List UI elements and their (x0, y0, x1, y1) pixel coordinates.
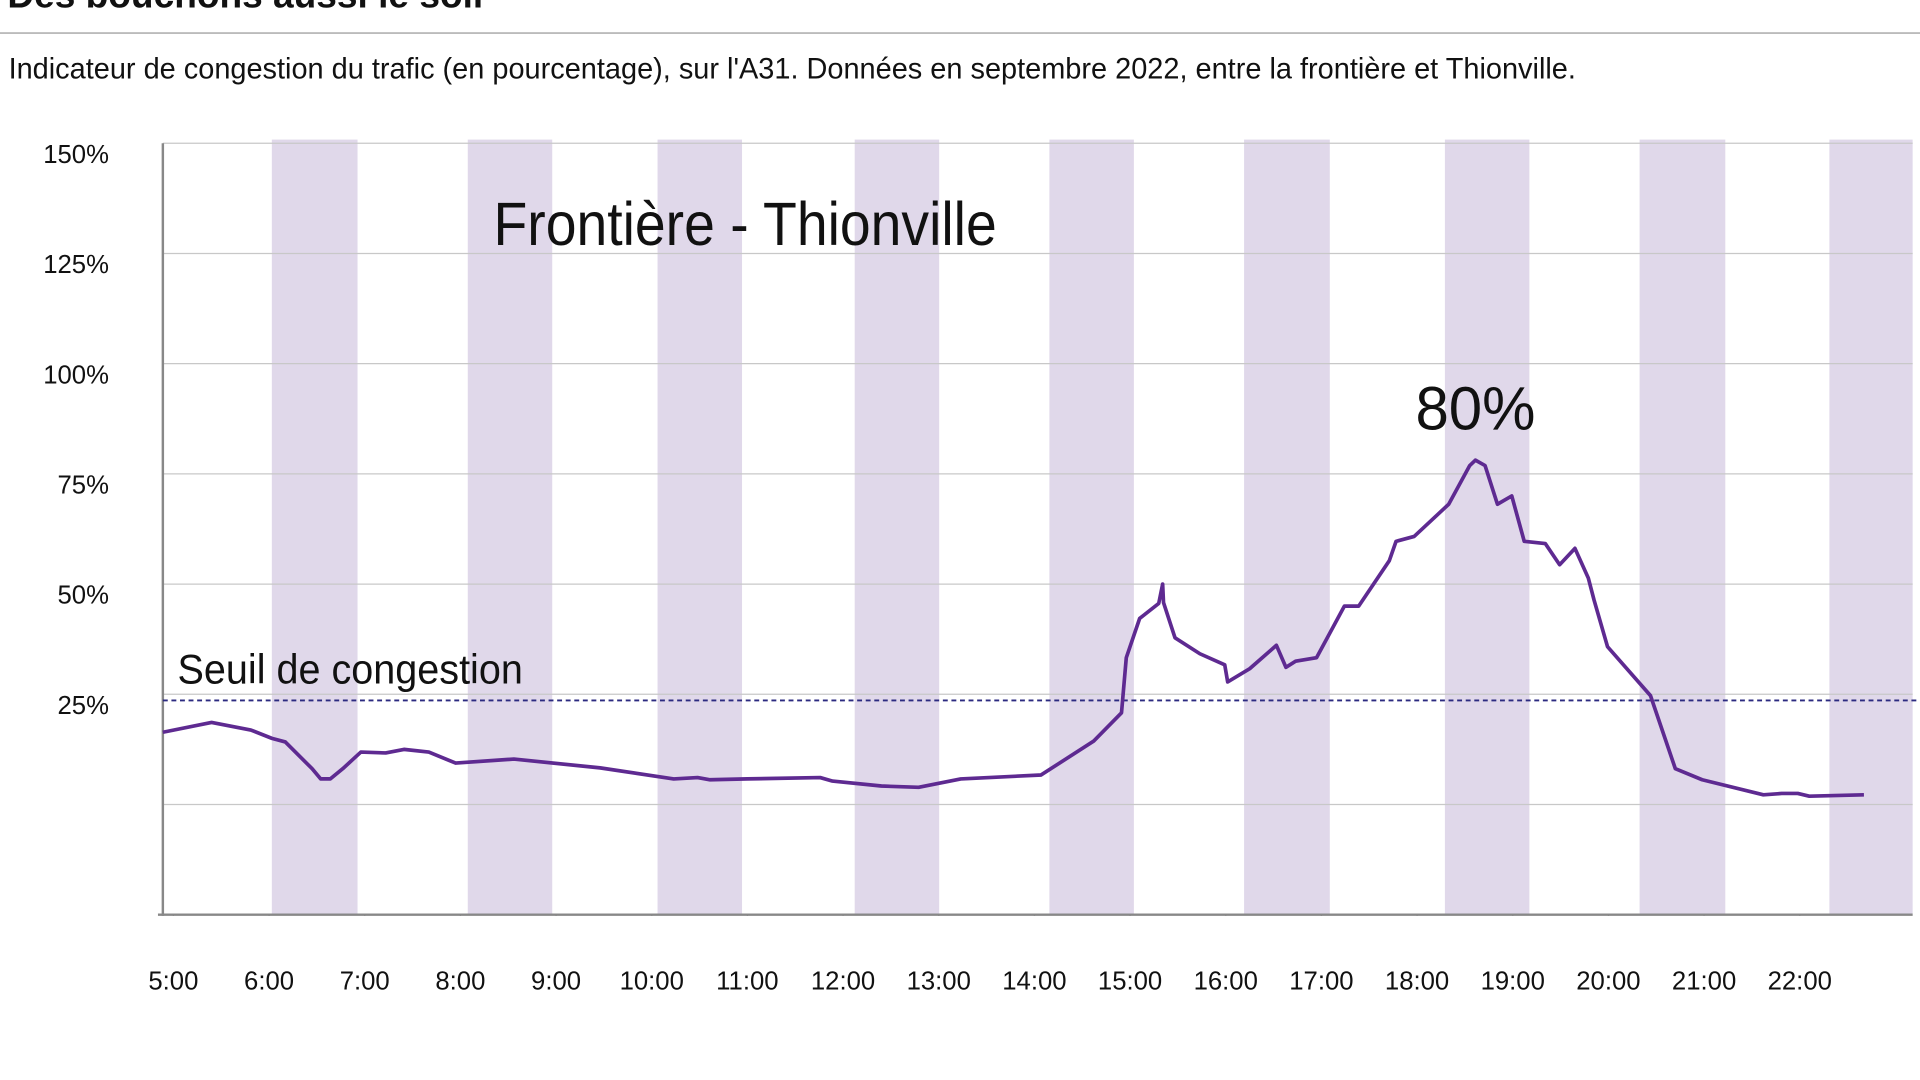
x-tick-label: 7:00 (340, 967, 390, 995)
threshold-label: Seuil de congestion (178, 645, 523, 692)
x-tick-label: 22:00 (1768, 967, 1832, 995)
panel-title: Frontière - Thionville (493, 190, 996, 258)
band (1829, 139, 1913, 914)
x-tick-label: 10:00 (620, 967, 684, 995)
background-bands (271, 139, 1913, 914)
band (1444, 139, 1530, 914)
x-tick-label: 12:00 (811, 967, 875, 995)
y-tick-label: 150% (43, 141, 109, 169)
x-tick-label: 17:00 (1289, 967, 1353, 995)
x-tick-label: 9:00 (531, 967, 581, 995)
y-tick-label: 75% (58, 471, 109, 499)
chart-title: Des bouchons aussi le soir (7, 0, 487, 15)
x-tick-label: 18:00 (1385, 967, 1449, 995)
x-tick-label: 6:00 (244, 967, 294, 995)
y-tick-label: 100% (43, 361, 109, 389)
x-tick-label: 20:00 (1576, 967, 1640, 995)
x-tick-label: 13:00 (907, 967, 971, 995)
x-tick-label: 8:00 (435, 967, 485, 995)
y-tick-label: 25% (58, 692, 109, 720)
x-tick-label: 19:00 (1481, 967, 1545, 995)
band (1244, 139, 1330, 914)
band (271, 139, 358, 914)
band (1049, 139, 1134, 914)
x-tick-label: 21:00 (1672, 967, 1736, 995)
x-tick-label: 15:00 (1098, 967, 1162, 995)
band (1639, 139, 1726, 914)
x-tick-label: 14:00 (1002, 967, 1066, 995)
line-series (162, 458, 1864, 799)
peak-annotation: 80% (1415, 375, 1535, 443)
band (657, 139, 743, 914)
chart-subtitle: Indicateur de congestion du trafic (en p… (9, 52, 1576, 85)
x-tick-label: 5:00 (148, 967, 198, 995)
x-tick-label: 16:00 (1194, 967, 1258, 995)
y-tick-label: 50% (58, 582, 109, 610)
band (467, 139, 553, 914)
x-tick-label: 11:00 (716, 967, 778, 995)
y-tick-label: 125% (43, 251, 109, 279)
